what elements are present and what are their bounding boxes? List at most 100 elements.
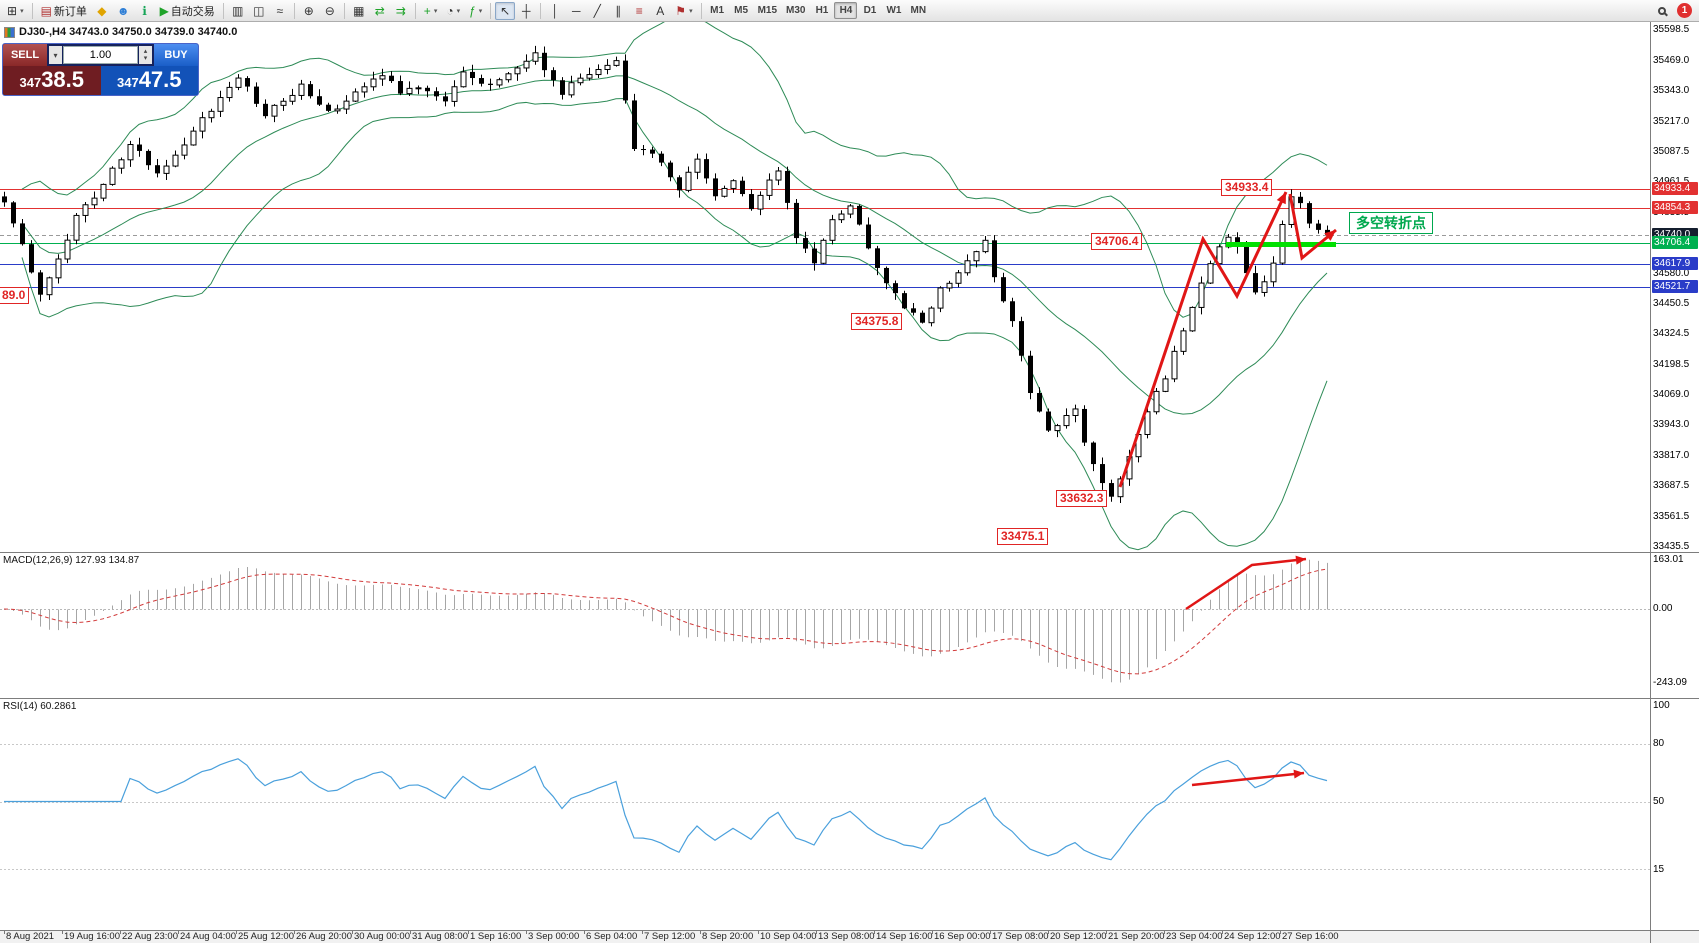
- auto-scroll-button[interactable]: ⇄: [370, 2, 390, 20]
- chart-panels: 34933.4 34706.4 34375.8 33632.3 33475.1 89.0 多…: [0, 22, 1650, 943]
- time-label: 8 Aug 2021: [3, 931, 55, 942]
- price-badge: 34706.4: [1652, 236, 1698, 249]
- axis-label: 35343.0: [1653, 85, 1690, 96]
- toolbar: ⊞ ▾ ▤ 新订单 ◆ ☻ ℹ ▶ 自动交易 ▥ ◫ ≈ ⊕ ⊖ ▦ ⇄ ⇉ + ▾ ◔ ▾ ƒ ▾ ↖ ┼ │ ─ ╱ ∥ ≡ A ⚑ ▾ M1…: [0, 0, 1699, 22]
- volume-presets-button[interactable]: ▾: [49, 46, 62, 64]
- timeframe-m1[interactable]: M1: [710, 5, 725, 16]
- autotrading-button[interactable]: ▶ 自动交易: [156, 2, 219, 20]
- channel-button[interactable]: ∥: [608, 2, 628, 20]
- price-annotation-label[interactable]: 33632.3: [1056, 490, 1108, 507]
- chart-shift-button-icon: ⇉: [395, 3, 406, 18]
- volume-input[interactable]: [63, 46, 138, 64]
- tile-windows-button[interactable]: ▦: [349, 2, 369, 20]
- time-label: 1 Sep 16:00: [467, 931, 522, 942]
- cursor-button[interactable]: ↖: [495, 1, 516, 20]
- dropdown-caret-icon: ▾: [478, 7, 483, 15]
- trendline-button-icon: ╱: [593, 3, 601, 18]
- horizontal-line-button[interactable]: ─: [566, 2, 586, 20]
- price-chart-canvas[interactable]: [0, 22, 1650, 552]
- notifications-badge[interactable]: 1: [1677, 3, 1692, 18]
- axis-label: 33817.0: [1653, 450, 1690, 461]
- timeframe-h4[interactable]: H4: [834, 2, 858, 19]
- toolbar-separator: [490, 2, 492, 19]
- price-annotation-label[interactable]: 34706.4: [1091, 233, 1143, 250]
- time-label: 22 Aug 23:00: [120, 931, 178, 942]
- toolbar-separator: [293, 2, 295, 19]
- rsi-canvas[interactable]: [0, 699, 1650, 930]
- market-info-icon[interactable]: ℹ: [135, 2, 155, 20]
- volume-stepper[interactable]: ▴ ▾: [139, 46, 152, 64]
- community-icon[interactable]: ☻: [113, 2, 134, 20]
- price-annotation-label[interactable]: 34933.4: [1221, 179, 1273, 196]
- zoom-in-button[interactable]: ⊕: [299, 2, 319, 20]
- profiles-menu[interactable]: + ▾: [420, 2, 442, 20]
- sell-price[interactable]: 347 38.5: [3, 66, 101, 95]
- buy-button[interactable]: BUY: [154, 44, 198, 66]
- channel-button-icon: ∥: [615, 3, 622, 18]
- text-button[interactable]: A: [650, 2, 670, 20]
- axis-label: 15: [1653, 864, 1665, 875]
- axis-label: 33435.5: [1653, 541, 1690, 552]
- zoom-out-button[interactable]: ⊖: [320, 2, 340, 20]
- time-label: 20 Sep 12:00: [1048, 931, 1107, 942]
- timeframe-h1[interactable]: H1: [815, 5, 829, 16]
- new-order-button-icon: ▤: [40, 3, 52, 18]
- autotrading-button-icon: ▶: [159, 3, 169, 18]
- indicators-menu[interactable]: ƒ ▾: [465, 2, 486, 20]
- price-axis-main[interactable]: 35598.5 35469.0 35343.0 35217.0 35087.5 34961…: [1651, 22, 1699, 552]
- fibonacci-button-icon: ≡: [635, 3, 643, 18]
- time-label: 13 Sep 08:00: [816, 931, 875, 942]
- metaquotes-app-icon[interactable]: ◆: [92, 2, 112, 20]
- macd-canvas[interactable]: [0, 553, 1650, 698]
- text-button-icon: A: [656, 3, 665, 18]
- new-order-button-label: 新订单: [53, 5, 87, 18]
- macd-axis[interactable]: 163.01 0.00 -243.09: [1651, 552, 1699, 698]
- timeframe-w1[interactable]: W1: [886, 5, 902, 16]
- bar-chart-button[interactable]: ▥: [228, 2, 248, 20]
- arrows-menu[interactable]: ⚑ ▾: [671, 2, 696, 20]
- rsi-axis[interactable]: 100 80 50 15: [1651, 698, 1699, 930]
- dropdown-caret-icon: ▾: [433, 7, 438, 15]
- price-annotation-label[interactable]: 33475.1: [997, 528, 1049, 545]
- axis-label: 163.01: [1653, 554, 1684, 565]
- search-button[interactable]: [1652, 2, 1672, 20]
- zoom-out-button-icon: ⊖: [324, 3, 335, 18]
- period-menu[interactable]: ◔ ▾: [442, 2, 464, 20]
- timeframe-m5[interactable]: M5: [734, 5, 749, 16]
- new-order-button[interactable]: ▤ 新订单: [37, 2, 91, 20]
- candlestick-chart-button-icon: ◫: [253, 3, 265, 18]
- time-axis[interactable]: 8 Aug 2021 19 Aug 16:00 22 Aug 23:00 24 Aug…: [0, 930, 1650, 943]
- cursor-button-icon: ↖: [500, 3, 511, 18]
- chart-title: DJ30-,H4 34743.0 34750.0 34739.0 34740.0: [4, 26, 237, 38]
- dropdown-caret-icon: ▾: [689, 7, 693, 15]
- vertical-line-button[interactable]: │: [545, 2, 565, 20]
- price-annotation-label[interactable]: 34375.8: [851, 313, 903, 330]
- timeframe-mn[interactable]: MN: [910, 5, 927, 16]
- bar-chart-button-icon: ▥: [232, 3, 244, 18]
- fibonacci-button[interactable]: ≡: [629, 2, 649, 20]
- chart-window-menu[interactable]: ⊞ ▾: [3, 2, 28, 20]
- sell-button[interactable]: SELL: [3, 44, 47, 66]
- time-label: 21 Sep 20:00: [1106, 931, 1165, 942]
- dropdown-caret-icon: ▾: [456, 7, 461, 15]
- candlestick-chart-button[interactable]: ◫: [249, 2, 269, 20]
- chart-shift-button[interactable]: ⇉: [391, 2, 411, 20]
- turning-point-note[interactable]: 多空转折点: [1349, 212, 1433, 234]
- trendline-button[interactable]: ╱: [587, 2, 607, 20]
- time-label: 3 Sep 00:00: [525, 931, 580, 942]
- crosshair-button[interactable]: ┼: [516, 2, 536, 20]
- axis-label: 50: [1653, 796, 1665, 807]
- timeframe-d1[interactable]: D1: [863, 5, 877, 16]
- buy-price[interactable]: 347 47.5: [100, 66, 198, 95]
- timeframe-m30[interactable]: M30: [786, 5, 806, 16]
- price-chart-panel: 34933.4 34706.4 34375.8 33632.3 33475.1 89.0 多…: [0, 22, 1650, 552]
- timeframe-m15[interactable]: M15: [757, 5, 778, 16]
- axis-label: 35087.5: [1653, 146, 1690, 157]
- line-chart-button-icon: ≈: [276, 3, 284, 18]
- tile-windows-button-icon: ▦: [353, 3, 365, 18]
- search-icon: [1658, 6, 1666, 15]
- price-annotation-label[interactable]: 89.0: [0, 287, 30, 304]
- axis-label: 35598.5: [1653, 24, 1690, 35]
- line-chart-button[interactable]: ≈: [270, 2, 290, 20]
- macd-label: MACD(12,26,9) 127.93 134.87: [3, 555, 140, 566]
